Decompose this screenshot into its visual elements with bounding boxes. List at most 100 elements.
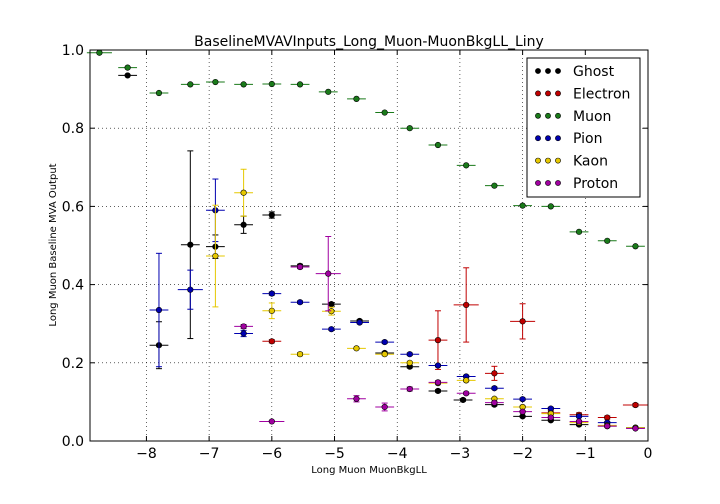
muon-point: [381, 109, 388, 116]
legend-marker-proton: [555, 180, 561, 186]
legend-marker-proton: [535, 180, 541, 186]
ghost-point: [268, 211, 275, 219]
legend-marker-kaon: [535, 157, 541, 164]
ghost-point: [124, 72, 131, 79]
legend-item-muon: Muon: [535, 109, 611, 125]
legend-item-ghost: Ghost: [535, 64, 615, 80]
electron-point: [463, 301, 470, 309]
electron-point: [491, 370, 498, 377]
proton-point: [491, 399, 498, 406]
pion-point: [491, 385, 498, 392]
x-axis-label: Long Muon MuonBkgLL: [311, 465, 427, 476]
x-tick-label: −6: [261, 446, 282, 462]
pion-point: [240, 330, 247, 337]
ghost-point: [187, 241, 194, 248]
legend-label-ghost: Ghost: [573, 64, 615, 80]
pion-point: [381, 338, 388, 346]
chart-title: BaselineMVAVInputs_Long_Muon-MuonBkgLL_L…: [194, 34, 544, 50]
x-tick-label: 0: [644, 446, 653, 462]
legend: Ghost Electron Muon Pion Kaon Proton: [526, 57, 641, 198]
ghost-point: [328, 301, 335, 308]
plot-frame: [89, 49, 649, 442]
proton-point: [381, 403, 388, 411]
pion-point: [296, 299, 304, 306]
legend-marker-pion: [555, 135, 561, 142]
legend-item-proton: Proton: [535, 176, 618, 192]
pion-point: [406, 351, 413, 358]
proton-point: [240, 323, 247, 330]
muon-point: [491, 182, 498, 189]
y-tick-label: 0.4: [62, 278, 84, 294]
pion-point: [575, 413, 583, 420]
muon-point: [406, 125, 413, 132]
kaon-point: [353, 345, 360, 352]
legend-item-electron: Electron: [535, 86, 630, 102]
proton-point: [604, 423, 611, 430]
pion-point: [328, 326, 335, 333]
muon-point: [96, 49, 103, 56]
y-tick-label: 0.2: [62, 356, 84, 372]
muon-point: [296, 81, 304, 88]
ghost-point: [434, 387, 442, 395]
y-tick-label: 1.0: [62, 43, 84, 59]
legend-marker-electron: [555, 90, 561, 97]
proton-point: [519, 408, 526, 415]
pion-point: [356, 319, 363, 326]
legend-box: [526, 57, 641, 198]
series-layer: [86, 49, 648, 432]
legend-label-pion: Pion: [573, 131, 602, 147]
legend-marker-ghost: [545, 68, 551, 74]
legend-marker-ghost: [555, 68, 561, 74]
y-tick-label: 0.0: [62, 434, 84, 450]
pion-point: [268, 290, 275, 297]
y-axis-label: Long Muon Baseline MVA Output: [48, 163, 59, 326]
legend-item-pion: Pion: [535, 131, 602, 147]
pion-point: [547, 405, 554, 412]
legend-marker-muon: [555, 112, 561, 119]
muon-point: [547, 203, 554, 210]
legend-label-kaon: Kaon: [573, 154, 608, 170]
muon-point: [325, 88, 332, 95]
pion-point: [187, 286, 194, 293]
legend-marker-ghost: [535, 68, 541, 74]
proton-point: [547, 414, 554, 421]
kaon-point: [268, 307, 275, 314]
series-muon: [86, 49, 645, 250]
x-tick-label: −8: [136, 446, 157, 462]
muon-point: [353, 95, 360, 102]
x-tick-label: −4: [387, 446, 408, 462]
pion-point: [519, 396, 526, 403]
legend-marker-kaon: [555, 157, 561, 164]
axes: −8 −7 −6 −5 −4 −3 −2 −1 0 0.0 0.2 0.4 0.6 0.8 1.0: [62, 43, 653, 462]
x-tick-label: −2: [512, 446, 533, 462]
muon-point: [632, 243, 639, 250]
electron-point: [519, 318, 526, 325]
ghost-point: [459, 396, 467, 404]
muon-point: [187, 81, 194, 88]
proton-point: [325, 270, 332, 277]
legend-marker-pion: [535, 135, 541, 142]
pion-point: [434, 362, 442, 369]
muon-point: [155, 89, 163, 97]
muon-point: [434, 141, 442, 149]
legend-label-proton: Proton: [573, 176, 618, 192]
muon-point: [268, 80, 275, 88]
legend-marker-proton: [545, 180, 551, 186]
x-tick-label: −5: [324, 446, 345, 462]
legend-marker-muon: [535, 112, 541, 119]
legend-marker-electron: [535, 90, 541, 97]
proton-point: [353, 395, 360, 402]
y-tick-label: 0.6: [62, 199, 84, 215]
legend-label-electron: Electron: [573, 86, 630, 102]
proton-point: [463, 390, 470, 397]
kaon-point: [212, 252, 219, 260]
legend-marker-electron: [545, 90, 551, 97]
legend-marker-pion: [545, 135, 551, 142]
x-tick-label: −7: [199, 446, 220, 462]
ghost-point: [240, 221, 247, 228]
kaon-point: [240, 189, 247, 196]
electron-point: [434, 337, 442, 344]
electron-point: [604, 414, 611, 421]
proton-point: [296, 263, 304, 271]
series-pion: [149, 178, 645, 431]
